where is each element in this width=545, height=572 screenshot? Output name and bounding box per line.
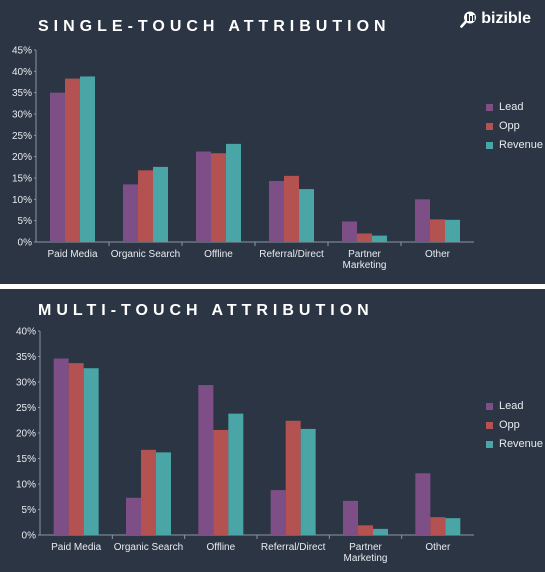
multi-touch-bar-chart: 0% 5% 10% 15% 20% 25% 30% 35% 40% Paid Media Organ… xyxy=(16,327,474,564)
chart-title: SINGLE-TOUCH ATTRIBUTION xyxy=(38,18,391,35)
chart-legend: Lead Opp Revenue xyxy=(486,400,543,450)
x-tick-label: Other xyxy=(425,249,451,260)
legend-swatch xyxy=(486,440,493,448)
y-tick-label: 5% xyxy=(18,216,33,227)
bar-opp xyxy=(430,517,446,535)
y-tick-label: 25% xyxy=(12,131,32,142)
bar-revenue xyxy=(372,235,387,242)
bar-lead xyxy=(53,358,69,535)
legend-label: Opp xyxy=(499,419,520,431)
brand-logo: bizible xyxy=(460,10,531,28)
bar-opp xyxy=(138,170,153,242)
y-tick-label: 10% xyxy=(12,195,32,206)
legend-item-revenue: Revenue xyxy=(486,438,543,450)
bar-opp xyxy=(68,363,84,535)
y-tick-label: 45% xyxy=(12,46,32,57)
bar-lead xyxy=(269,180,284,242)
bar-opp xyxy=(213,429,229,535)
y-tick-label: 10% xyxy=(16,480,36,491)
bar-revenue xyxy=(226,143,241,242)
y-tick-label: 20% xyxy=(16,429,36,440)
bar-revenue xyxy=(153,166,168,242)
legend-item-lead: Lead xyxy=(486,400,543,412)
legend-item-revenue: Revenue xyxy=(486,139,543,151)
bar-opp xyxy=(358,525,373,535)
x-tick-label: Marketing xyxy=(344,553,388,564)
y-tick-label: 0% xyxy=(22,531,37,542)
x-tick-label: Offline xyxy=(206,542,235,553)
bar-opp xyxy=(430,219,445,242)
legend-swatch xyxy=(486,122,493,130)
bar-lead xyxy=(415,199,430,242)
y-tick-label: 20% xyxy=(12,152,32,163)
x-tick-label: Organic Search xyxy=(114,542,183,553)
x-tick-label: Marketing xyxy=(343,260,387,271)
bar-revenue xyxy=(80,76,95,242)
bar-lead xyxy=(198,385,214,535)
y-tick-label: 30% xyxy=(16,378,36,389)
bar-revenue xyxy=(83,368,99,535)
bar-revenue xyxy=(445,518,461,535)
x-tick-label: Offline xyxy=(204,249,233,260)
bar-lead xyxy=(50,92,65,243)
magnifier-icon xyxy=(460,11,477,28)
y-tick-label: 30% xyxy=(12,110,32,121)
y-tick-label: 0% xyxy=(18,238,33,249)
legend-label: Opp xyxy=(499,120,520,132)
bar-lead xyxy=(123,184,138,242)
y-tick-label: 40% xyxy=(16,327,36,338)
chart-title: MULTI-TOUCH ATTRIBUTION xyxy=(38,302,374,319)
x-tick-label: Paid Media xyxy=(47,249,97,260)
y-tick-label: 15% xyxy=(12,174,32,185)
multi-touch-panel: MULTI-TOUCH ATTRIBUTION 0% 5% 10% 15% 20% 25%… xyxy=(0,289,545,572)
bar-lead xyxy=(343,500,358,535)
x-tick-label: Partner xyxy=(349,542,382,553)
bar-revenue xyxy=(445,219,460,242)
x-tick-label: Other xyxy=(425,542,451,553)
x-tick-label: Partner xyxy=(348,249,381,260)
bar-revenue xyxy=(373,528,388,535)
bar-opp xyxy=(284,175,299,242)
y-tick-label: 25% xyxy=(16,403,36,414)
bar-opp xyxy=(285,420,301,535)
bar-opp xyxy=(65,78,80,242)
legend-swatch xyxy=(486,421,493,429)
legend-label: Lead xyxy=(499,101,524,113)
bar-revenue xyxy=(228,413,244,535)
x-tick-label: Paid Media xyxy=(51,542,101,553)
x-tick-label: Organic Search xyxy=(111,249,180,260)
bar-lead xyxy=(415,473,431,535)
y-tick-label: 15% xyxy=(16,454,36,465)
legend-label: Lead xyxy=(499,400,524,412)
legend-swatch xyxy=(486,402,493,410)
single-touch-bar-chart: 0% 5% 10% 15% 20% 25% 30% 35% 40% 45% Paid Media Or… xyxy=(12,46,474,271)
legend-label: Revenue xyxy=(499,139,544,151)
y-tick-label: 40% xyxy=(12,67,32,78)
bar-lead xyxy=(342,221,357,242)
legend-item-opp: Opp xyxy=(486,419,543,431)
legend-item-lead: Lead xyxy=(486,101,543,113)
legend-swatch xyxy=(486,141,493,149)
y-tick-label: 35% xyxy=(16,352,36,363)
bar-revenue xyxy=(156,452,171,535)
bar-opp xyxy=(211,153,226,242)
single-touch-panel: SINGLE-TOUCH ATTRIBUTION bizible 0% 5% 10%… xyxy=(0,0,545,284)
bar-opp xyxy=(357,233,372,242)
bar-lead xyxy=(196,151,211,242)
chart-legend: Lead Opp Revenue xyxy=(486,101,543,151)
legend-item-opp: Opp xyxy=(486,120,543,132)
bar-revenue xyxy=(300,428,316,535)
legend-label: Revenue xyxy=(499,438,544,450)
y-tick-label: 35% xyxy=(12,88,32,99)
bar-lead xyxy=(270,490,286,535)
legend-swatch xyxy=(486,103,493,111)
bar-opp xyxy=(141,449,156,535)
x-tick-label: Referral/Direct xyxy=(261,542,326,553)
logo-text: bizible xyxy=(481,10,531,27)
x-tick-label: Referral/Direct xyxy=(259,249,324,260)
y-tick-label: 5% xyxy=(22,505,37,516)
bar-lead xyxy=(126,497,141,535)
bar-revenue xyxy=(299,189,314,242)
